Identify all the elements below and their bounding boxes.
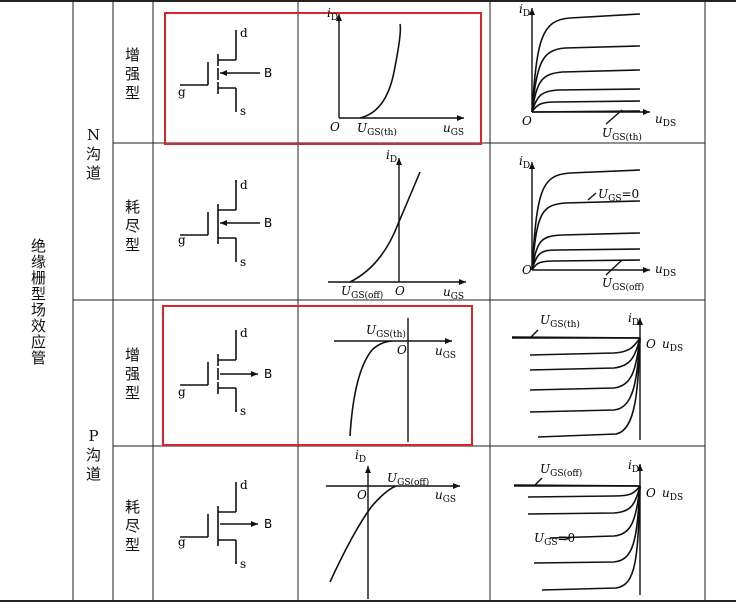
output-x-label: uDS [655,262,676,279]
threshold-label: UGS(th) [366,323,406,340]
output-origin-label: O [646,486,656,500]
cutoff-label: UGS(off) [387,471,429,488]
symbol-p-depletion [180,482,258,564]
curve-param-label: UGS=0 [534,531,575,548]
transfer-y-label: iD [327,6,338,23]
symbol-s-label: s [240,404,246,418]
symbol-b-label: B [264,216,272,230]
transfer-p-enhancement [334,318,452,442]
highlight-box-n-enhancement [164,12,482,145]
output-p-depletion [513,464,643,595]
symbol-p-enhancement [180,330,258,412]
symbol-b-label: B [264,517,272,531]
symbol-s-label: s [240,255,246,269]
output-origin-label: O [522,114,532,128]
curve-param-label: UGS(off) [602,276,644,293]
output-x-label: uDS [662,337,683,354]
transfer-origin-label: O [330,120,340,134]
type-label-p-enhancement: 增强型 [125,346,141,402]
output-p-enhancement [511,318,643,440]
type-label-p-depletion: 耗尽型 [125,498,141,554]
channel-label-n: N 沟 道 [86,126,102,182]
threshold-label: UGS(th) [357,121,397,138]
transfer-n-depletion [328,158,466,285]
curve-param-label: UGS(off) [540,462,582,479]
type-label-n-depletion: 耗尽型 [125,198,141,254]
cutoff-label: UGS(off) [341,284,383,301]
symbol-s-label: s [240,557,246,571]
transfer-x-label: uGS [435,344,456,361]
symbol-s-label: s [240,104,246,118]
output-y-label: iD [628,458,639,475]
curve-param-label: UGS(th) [602,126,642,143]
transfer-x-label: uGS [443,121,464,138]
output-y-label: iD [628,311,639,328]
symbol-g-label: g [178,385,186,399]
symbol-b-label: B [264,66,272,80]
curve-param-label: UGS=0 [598,187,639,204]
transfer-origin-label: O [397,343,407,357]
transfer-y-label: iD [386,148,397,165]
output-n-enhancement [529,8,650,125]
transfer-n-enhancement [336,14,464,121]
channel-label-p: P 沟 道 [86,427,102,483]
transfer-origin-label: O [395,284,405,298]
symbol-d-label: d [240,326,248,340]
symbol-n-enhancement [180,30,260,112]
transfer-origin-label: O [357,488,367,502]
transfer-y-label: iD [355,448,366,465]
output-y-label: iD [519,154,530,171]
transfer-p-depletion [326,466,460,599]
output-n-depletion [529,162,650,276]
type-label-n-enhancement: 增强型 [125,46,141,102]
output-origin-label: O [522,263,532,277]
symbol-d-label: d [240,26,248,40]
output-x-label: uDS [655,112,676,129]
symbol-g-label: g [178,535,186,549]
output-origin-label: O [646,337,656,351]
curve-param-label: UGS(th) [540,313,580,330]
output-y-label: iD [519,2,530,19]
symbol-d-label: d [240,178,248,192]
group-label-igfet: 绝缘栅型场效应管 [29,238,47,366]
symbol-n-depletion [180,180,260,262]
transfer-x-label: uGS [443,285,464,302]
highlight-box-p-enhancement [162,305,473,446]
symbol-g-label: g [178,233,186,247]
symbol-b-label: B [264,367,272,381]
symbol-d-label: d [240,478,248,492]
transfer-x-label: uGS [435,488,456,505]
symbol-g-label: g [178,85,186,99]
output-x-label: uDS [662,486,683,503]
